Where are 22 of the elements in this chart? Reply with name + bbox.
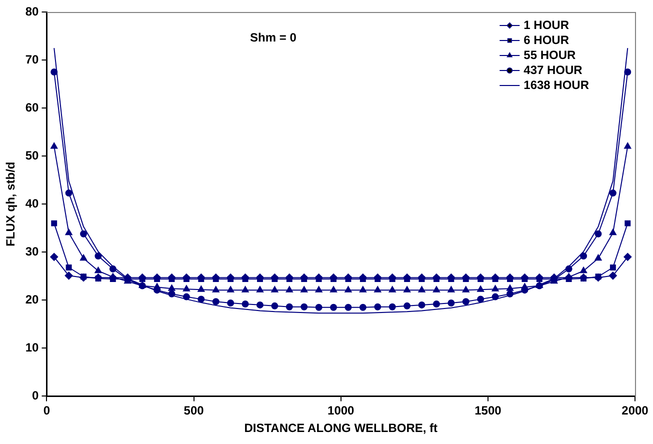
legend-label: 1 HOUR	[524, 18, 570, 32]
legend-label: 55 HOUR	[524, 48, 576, 62]
y-tick-label: 20	[25, 292, 40, 306]
x-tick-label: 500	[184, 404, 204, 418]
y-tick-label: 60	[25, 100, 40, 114]
x-axis-title: DISTANCE ALONG WELLBORE, ft	[244, 421, 438, 436]
x-tick-label: 1000	[328, 404, 355, 418]
y-axis-title: FLUX qh, stb/d	[4, 162, 18, 246]
x-tick-label: 0	[43, 404, 50, 418]
y-tick-label: 30	[25, 244, 40, 258]
x-tick-label: 2000	[622, 404, 649, 418]
x-tick-label: 1500	[474, 404, 502, 418]
y-tick-label: 40	[25, 196, 40, 210]
y-tick-label: 50	[25, 148, 40, 162]
legend-label: 1638 HOUR	[524, 78, 590, 92]
legend-label: 437 HOUR	[524, 62, 583, 77]
y-tick-label: 80	[25, 4, 40, 18]
y-tick-label: 0	[32, 388, 40, 403]
y-tick-label: 10	[25, 340, 40, 354]
annotation: Shm = 0	[250, 30, 297, 44]
y-tick-label: 70	[25, 52, 40, 66]
legend-label: 6 HOUR	[524, 32, 570, 47]
